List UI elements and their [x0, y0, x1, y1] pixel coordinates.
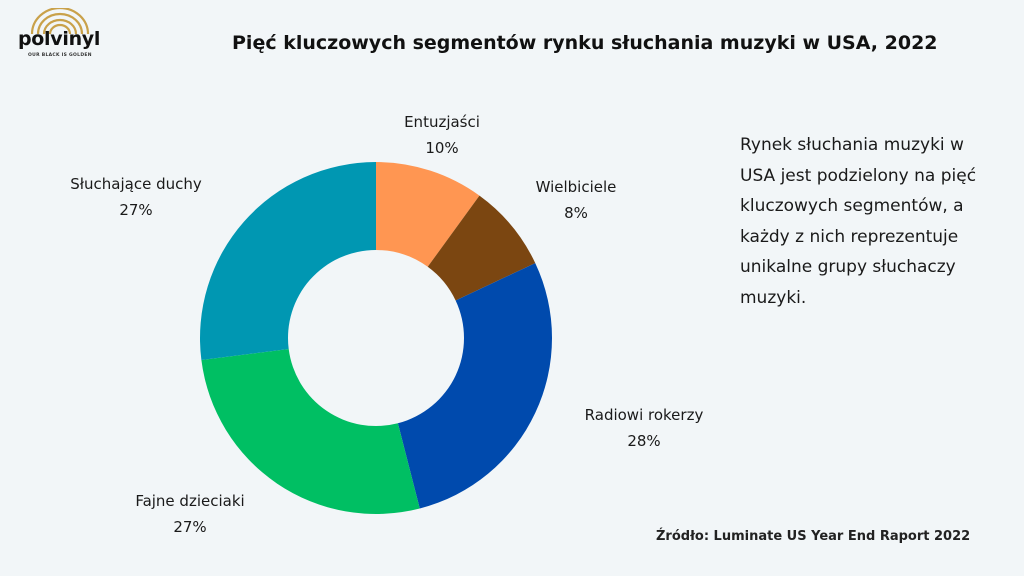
slice-percent-sluchajace-duchy: 27% — [119, 201, 152, 219]
logo-tagline: OUR BLACK IS GOLDEN — [28, 53, 92, 58]
vinyl-arc-icon — [30, 8, 90, 34]
description-text: Rynek słuchania muzyki w USA jest podzie… — [740, 135, 977, 308]
slice-label-radiowi-rokerzy: Radiowi rokerzy — [585, 406, 704, 424]
slice-radiowi-rokerzy — [397, 263, 553, 509]
slice-fajne-dzieciaki — [201, 349, 420, 514]
slice-label-wielbiciele: Wielbiciele — [536, 178, 617, 196]
slice-label-entuzjasci: Entuzjaści — [404, 113, 480, 131]
donut-labels: Entuzjaści 10% Wielbiciele 8% Radiowi rokerz… — [70, 113, 703, 536]
slice-wielbiciele — [427, 195, 536, 301]
slice-entuzjasci — [376, 162, 480, 267]
chart-title: Pięć kluczowych segmentów rynku słuchani… — [232, 32, 938, 54]
slice-sluchajace-duchy — [199, 162, 376, 361]
slice-percent-entuzjasci: 10% — [425, 139, 458, 157]
donut-slices — [199, 162, 553, 514]
logo: polvinyl OUR BLACK IS GOLDEN — [14, 8, 106, 60]
slice-label-fajne-dzieciaki: Fajne dzieciaki — [135, 492, 244, 510]
slice-percent-wielbiciele: 8% — [564, 204, 588, 222]
slice-percent-radiowi-rokerzy: 28% — [627, 432, 660, 450]
slice-label-sluchajace-duchy: Słuchające duchy — [70, 175, 202, 193]
logo-name: polvinyl — [18, 28, 101, 50]
slice-percent-fajne-dzieciaki: 27% — [173, 518, 206, 536]
source-note: Źródło: Luminate US Year End Raport 2022 — [656, 529, 971, 544]
